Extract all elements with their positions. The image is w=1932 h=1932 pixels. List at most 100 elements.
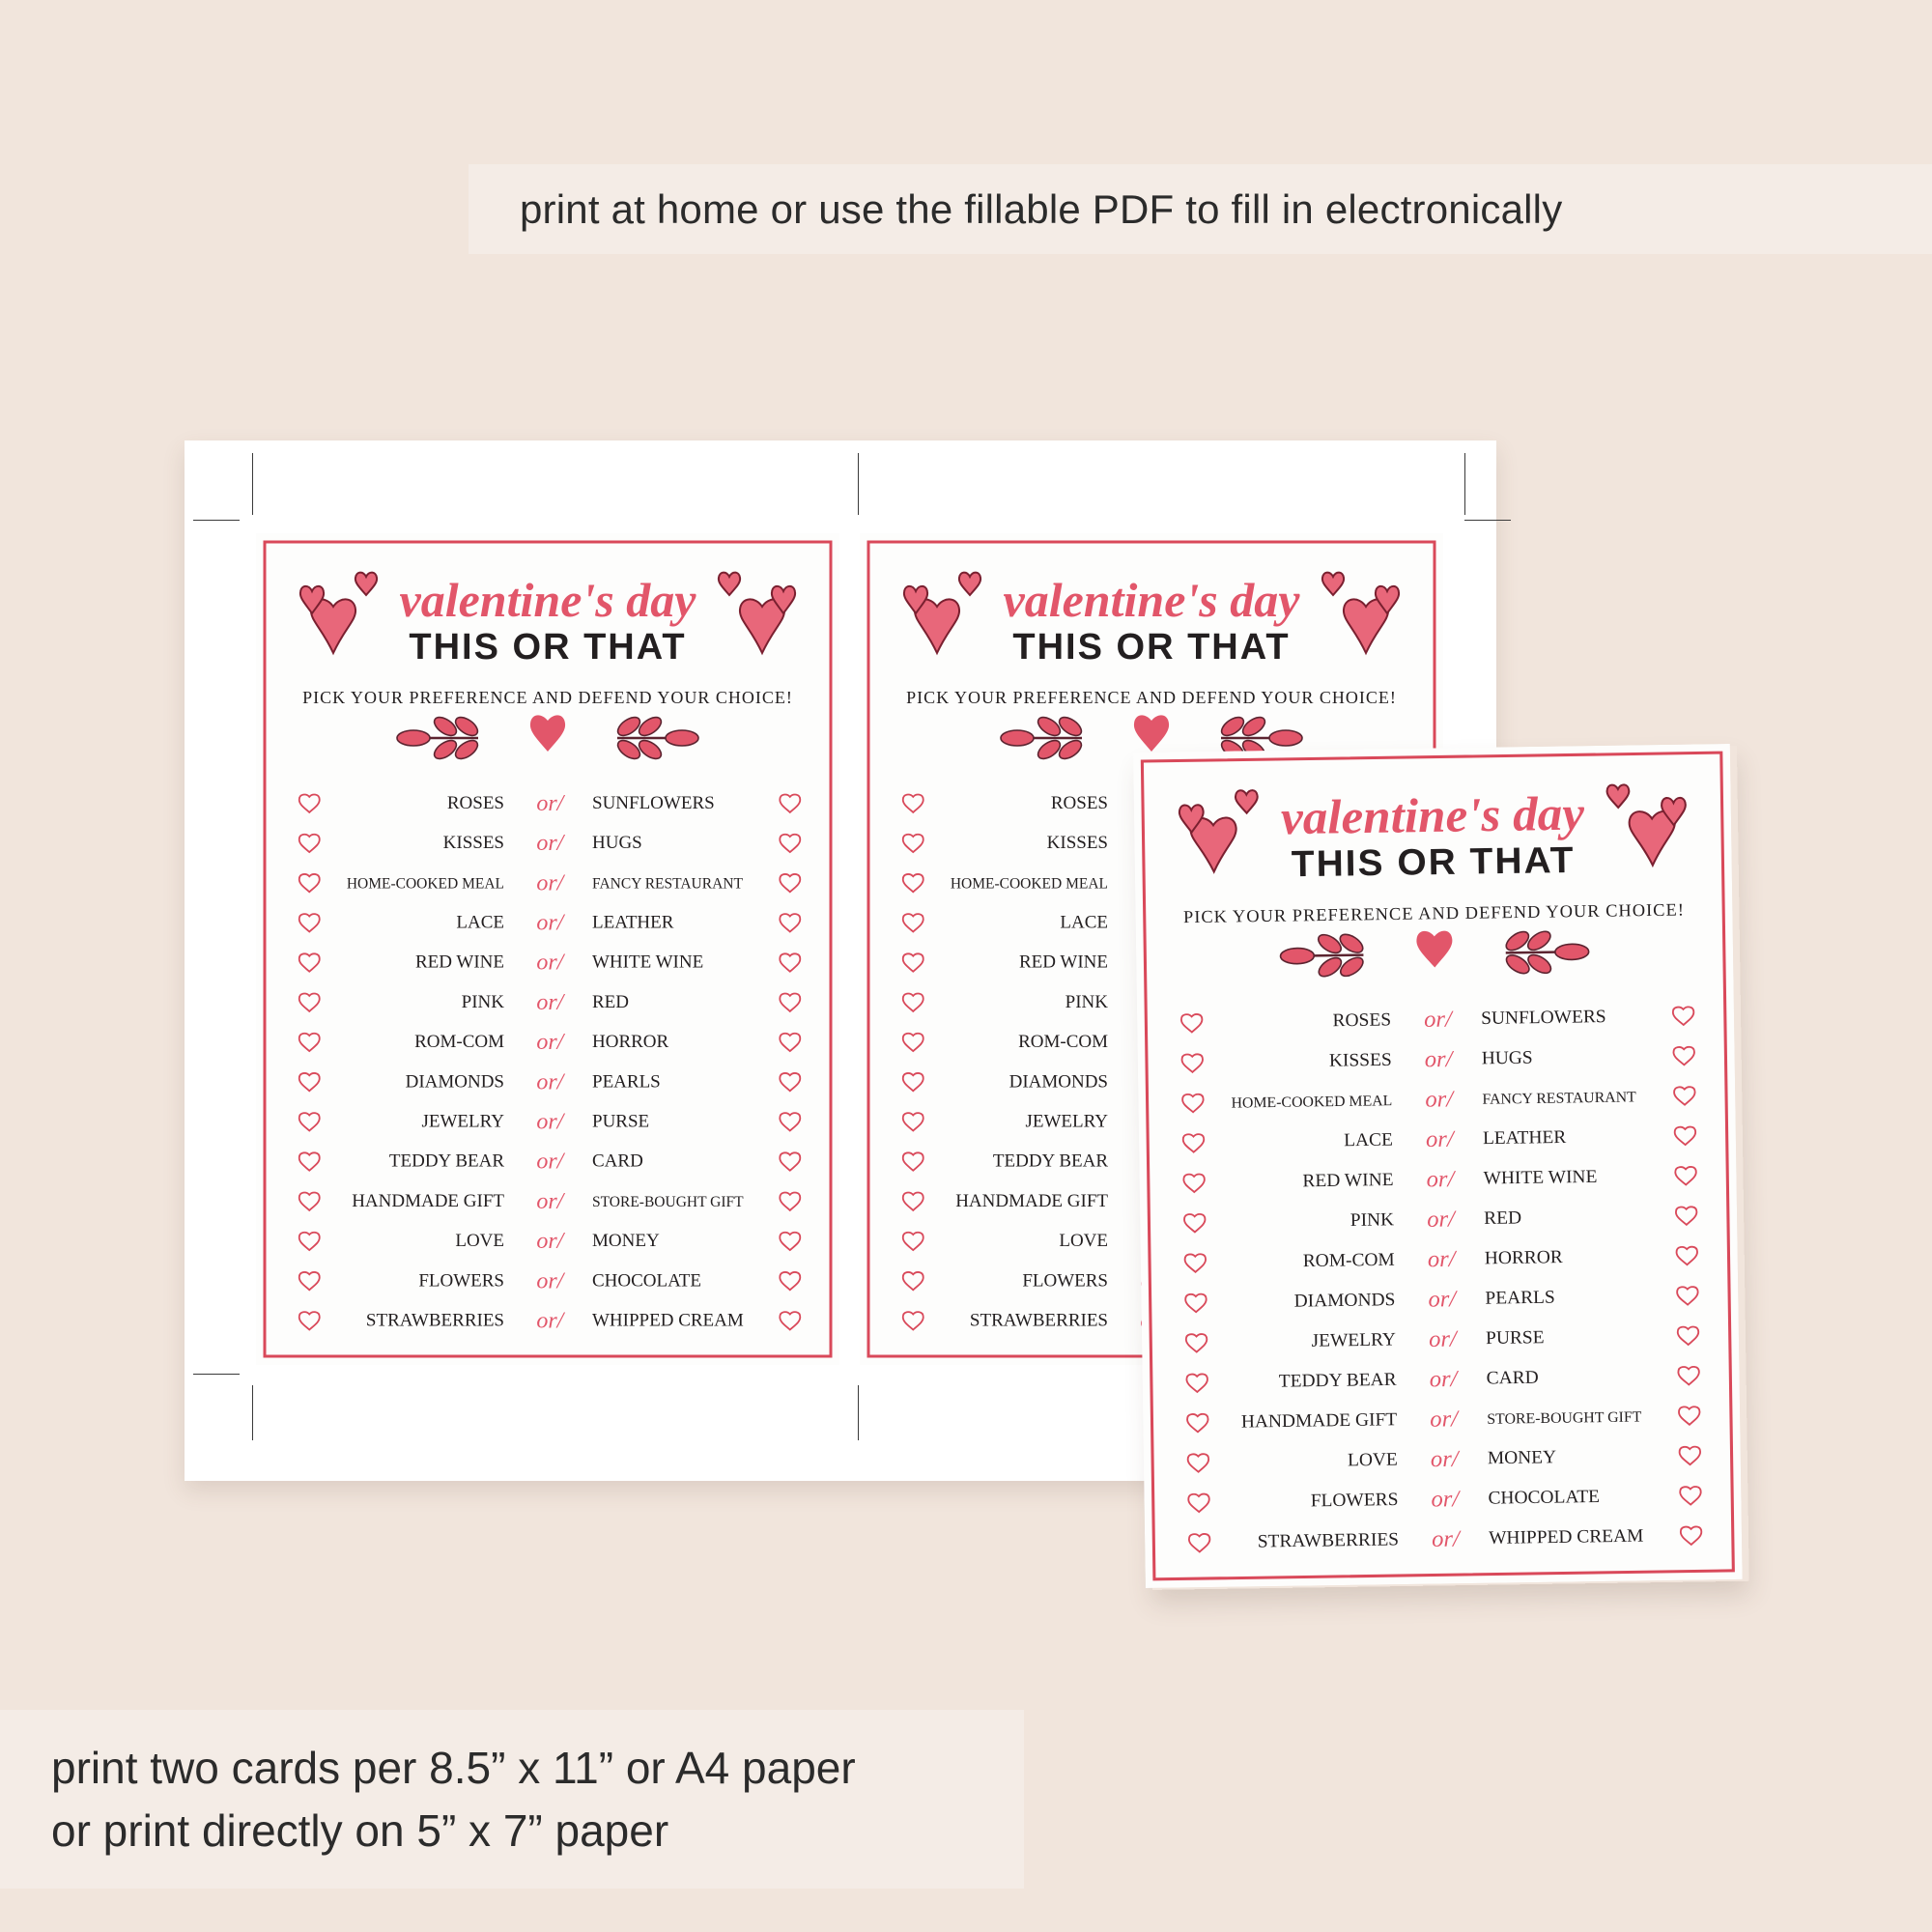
svg-text:HORROR: HORROR: [592, 1032, 669, 1052]
svg-text:or/: or/: [536, 1150, 565, 1175]
svg-text:TEDDY BEAR: TEDDY BEAR: [1279, 1370, 1397, 1392]
svg-text:or/: or/: [536, 870, 565, 895]
svg-text:PICK YOUR PREFERENCE AND DEFEN: PICK YOUR PREFERENCE AND DEFEND YOUR CHO…: [906, 688, 1397, 707]
svg-text:JEWELRY: JEWELRY: [1311, 1330, 1396, 1351]
svg-text:ROM-COM: ROM-COM: [1018, 1032, 1108, 1052]
svg-text:MONEY: MONEY: [592, 1231, 660, 1251]
svg-text:JEWELRY: JEWELRY: [1026, 1112, 1109, 1132]
svg-text:HANDMADE GIFT: HANDMADE GIFT: [1241, 1409, 1398, 1432]
svg-text:or/: or/: [1430, 1366, 1460, 1392]
svg-text:HUGS: HUGS: [1482, 1048, 1533, 1069]
svg-text:PINK: PINK: [1350, 1209, 1395, 1230]
svg-text:FLOWERS: FLOWERS: [1022, 1270, 1108, 1291]
svg-text:or/: or/: [536, 791, 565, 816]
svg-text:CHOCOLATE: CHOCOLATE: [1488, 1487, 1600, 1509]
svg-text:ROSES: ROSES: [447, 793, 504, 813]
svg-text:WHIPPED CREAM: WHIPPED CREAM: [1489, 1526, 1644, 1548]
svg-text:valentine's day: valentine's day: [1004, 573, 1301, 627]
svg-text:KISSES: KISSES: [1047, 833, 1108, 853]
svg-text:valentine's day: valentine's day: [400, 573, 697, 627]
svg-text:SUNFLOWERS: SUNFLOWERS: [592, 793, 715, 813]
svg-text:PINK: PINK: [462, 992, 505, 1012]
svg-text:PICK YOUR PREFERENCE AND DEFEN: PICK YOUR PREFERENCE AND DEFEND YOUR CHO…: [302, 688, 793, 707]
svg-text:LOVE: LOVE: [1059, 1231, 1108, 1251]
svg-text:WHITE WINE: WHITE WINE: [592, 952, 703, 973]
svg-text:RED: RED: [1484, 1208, 1521, 1229]
svg-text:or/: or/: [1431, 1446, 1461, 1472]
svg-text:LACE: LACE: [1060, 913, 1108, 933]
svg-text:valentine's day: valentine's day: [1281, 786, 1585, 844]
svg-text:ROM-COM: ROM-COM: [414, 1032, 504, 1052]
svg-text:HUGS: HUGS: [592, 833, 642, 853]
svg-text:DIAMONDS: DIAMONDS: [406, 1071, 504, 1092]
svg-text:or/: or/: [1432, 1526, 1462, 1552]
svg-text:JEWELRY: JEWELRY: [422, 1112, 505, 1132]
svg-text:HANDMADE GIFT: HANDMADE GIFT: [352, 1191, 504, 1211]
svg-text:ROSES: ROSES: [1051, 793, 1108, 813]
svg-text:or/: or/: [1425, 1046, 1455, 1072]
svg-text:or/: or/: [1425, 1086, 1455, 1112]
svg-text:PINK: PINK: [1065, 992, 1109, 1012]
svg-text:or/: or/: [1428, 1246, 1458, 1272]
svg-text:or/: or/: [536, 911, 565, 936]
svg-text:or/: or/: [1429, 1326, 1459, 1352]
svg-text:STORE-BOUGHT GIFT: STORE-BOUGHT GIFT: [592, 1194, 744, 1210]
svg-text:MONEY: MONEY: [1488, 1447, 1557, 1468]
svg-text:CARD: CARD: [1487, 1368, 1539, 1389]
svg-text:THIS OR THAT: THIS OR THAT: [1012, 627, 1290, 668]
svg-text:or/: or/: [536, 831, 565, 856]
svg-text:or/: or/: [536, 1229, 565, 1254]
svg-text:KISSES: KISSES: [1329, 1050, 1392, 1071]
svg-text:RED WINE: RED WINE: [1302, 1170, 1393, 1191]
svg-text:or/: or/: [1426, 1126, 1456, 1152]
svg-text:CHOCOLATE: CHOCOLATE: [592, 1270, 701, 1291]
svg-text:STRAWBERRIES: STRAWBERRIES: [970, 1311, 1108, 1331]
svg-text:RED WINE: RED WINE: [1019, 952, 1108, 973]
svg-text:LEATHER: LEATHER: [1483, 1127, 1567, 1149]
svg-text:RED: RED: [592, 992, 629, 1012]
svg-text:PEARLS: PEARLS: [1485, 1288, 1555, 1309]
svg-text:SUNFLOWERS: SUNFLOWERS: [1481, 1007, 1606, 1029]
svg-text:HOME-COOKED MEAL: HOME-COOKED MEAL: [347, 875, 504, 892]
svg-text:CARD: CARD: [592, 1151, 643, 1172]
svg-text:or/: or/: [536, 1189, 565, 1214]
svg-text:ROSES: ROSES: [1332, 1010, 1391, 1032]
svg-text:or/: or/: [536, 1069, 565, 1094]
svg-text:RED WINE: RED WINE: [415, 952, 504, 973]
svg-text:HOME-COOKED MEAL: HOME-COOKED MEAL: [951, 875, 1108, 892]
svg-text:or/: or/: [536, 990, 565, 1015]
svg-text:THIS OR THAT: THIS OR THAT: [409, 627, 686, 668]
svg-text:PURSE: PURSE: [1486, 1327, 1545, 1349]
svg-text:or/: or/: [1424, 1007, 1454, 1033]
svg-text:STRAWBERRIES: STRAWBERRIES: [366, 1311, 504, 1331]
svg-text:or/: or/: [1427, 1207, 1457, 1233]
svg-text:STRAWBERRIES: STRAWBERRIES: [1258, 1530, 1400, 1552]
svg-text:THIS OR THAT: THIS OR THAT: [1292, 839, 1576, 885]
svg-text:PURSE: PURSE: [592, 1112, 649, 1132]
svg-text:or/: or/: [1428, 1286, 1458, 1312]
svg-text:FANCY RESTAURANT: FANCY RESTAURANT: [1482, 1090, 1636, 1108]
svg-text:TEDDY BEAR: TEDDY BEAR: [389, 1151, 504, 1172]
svg-text:FANCY RESTAURANT: FANCY RESTAURANT: [592, 875, 743, 892]
svg-text:PEARLS: PEARLS: [592, 1071, 661, 1092]
svg-text:or/: or/: [1431, 1486, 1461, 1512]
svg-text:LOVE: LOVE: [455, 1231, 504, 1251]
svg-text:or/: or/: [536, 1110, 565, 1135]
svg-text:DIAMONDS: DIAMONDS: [1009, 1071, 1108, 1092]
svg-text:or/: or/: [536, 1268, 565, 1293]
svg-text:FLOWERS: FLOWERS: [1311, 1490, 1399, 1511]
svg-text:KISSES: KISSES: [443, 833, 504, 853]
svg-text:WHITE WINE: WHITE WINE: [1483, 1167, 1597, 1189]
svg-text:HORROR: HORROR: [1485, 1247, 1563, 1268]
svg-text:or/: or/: [536, 951, 565, 976]
svg-text:HOME-COOKED MEAL: HOME-COOKED MEAL: [1231, 1093, 1392, 1111]
svg-text:TEDDY BEAR: TEDDY BEAR: [993, 1151, 1108, 1172]
svg-text:LACE: LACE: [1344, 1130, 1393, 1151]
svg-text:HANDMADE GIFT: HANDMADE GIFT: [955, 1191, 1108, 1211]
svg-text:LOVE: LOVE: [1348, 1450, 1398, 1471]
svg-text:or/: or/: [1426, 1166, 1456, 1192]
svg-text:DIAMONDS: DIAMONDS: [1294, 1290, 1396, 1311]
svg-text:STORE-BOUGHT GIFT: STORE-BOUGHT GIFT: [1487, 1409, 1642, 1428]
svg-text:FLOWERS: FLOWERS: [418, 1270, 504, 1291]
svg-text:LACE: LACE: [456, 913, 504, 933]
